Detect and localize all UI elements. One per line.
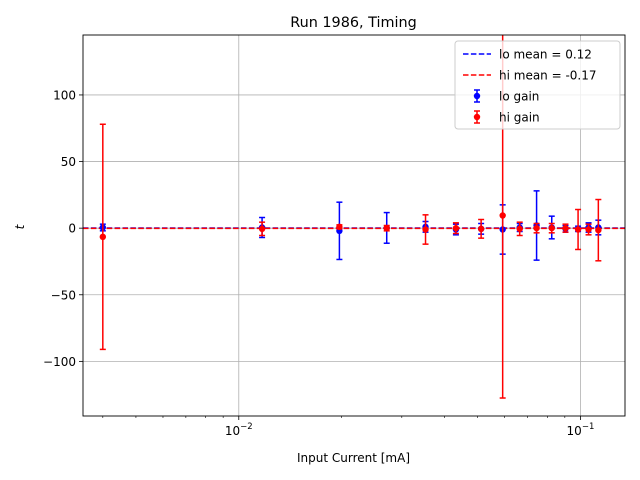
series-layer (99, 35, 602, 399)
y-tick-label: 50 (61, 155, 76, 169)
legend-marker (473, 92, 481, 100)
data-point (422, 226, 429, 233)
y-tick-label: −100 (43, 355, 76, 369)
data-point (452, 224, 460, 232)
chart-title: Run 1986, Timing (290, 15, 417, 31)
data-point (595, 226, 602, 234)
data-point (336, 223, 343, 231)
legend: lo mean = 0.12 hi mean = -0.17 lo gain hi g… (454, 40, 621, 130)
x-axis-label: Input Current [mA] (297, 451, 410, 465)
data-point (477, 225, 485, 233)
legend-label: lo gain (499, 90, 539, 104)
plot-frame (82, 34, 626, 417)
y-tick-label: 0 (68, 222, 76, 236)
data-point (585, 226, 592, 233)
data-point (383, 224, 390, 232)
series-hi-gain (99, 35, 602, 399)
legend-label: lo mean = 0.12 (499, 48, 592, 62)
y-axis-label: t (13, 223, 27, 229)
legend-marker (473, 113, 481, 121)
data-point (533, 224, 540, 232)
legend-label: hi gain (499, 111, 540, 125)
legend-label: hi mean = -0.17 (499, 69, 597, 83)
data-point (258, 225, 266, 233)
y-tick-label: 100 (53, 88, 76, 102)
y-axis: −100 −50 0 50 100 (43, 88, 83, 369)
data-point (548, 224, 555, 232)
y-tick-label: −50 (51, 288, 76, 302)
data-point (574, 226, 582, 233)
x-axis: 10−2 10−1 (102, 416, 594, 438)
legend-box (454, 40, 621, 130)
data-point (499, 212, 506, 219)
data-point (516, 225, 523, 233)
data-point (562, 224, 569, 232)
data-point (99, 233, 107, 241)
